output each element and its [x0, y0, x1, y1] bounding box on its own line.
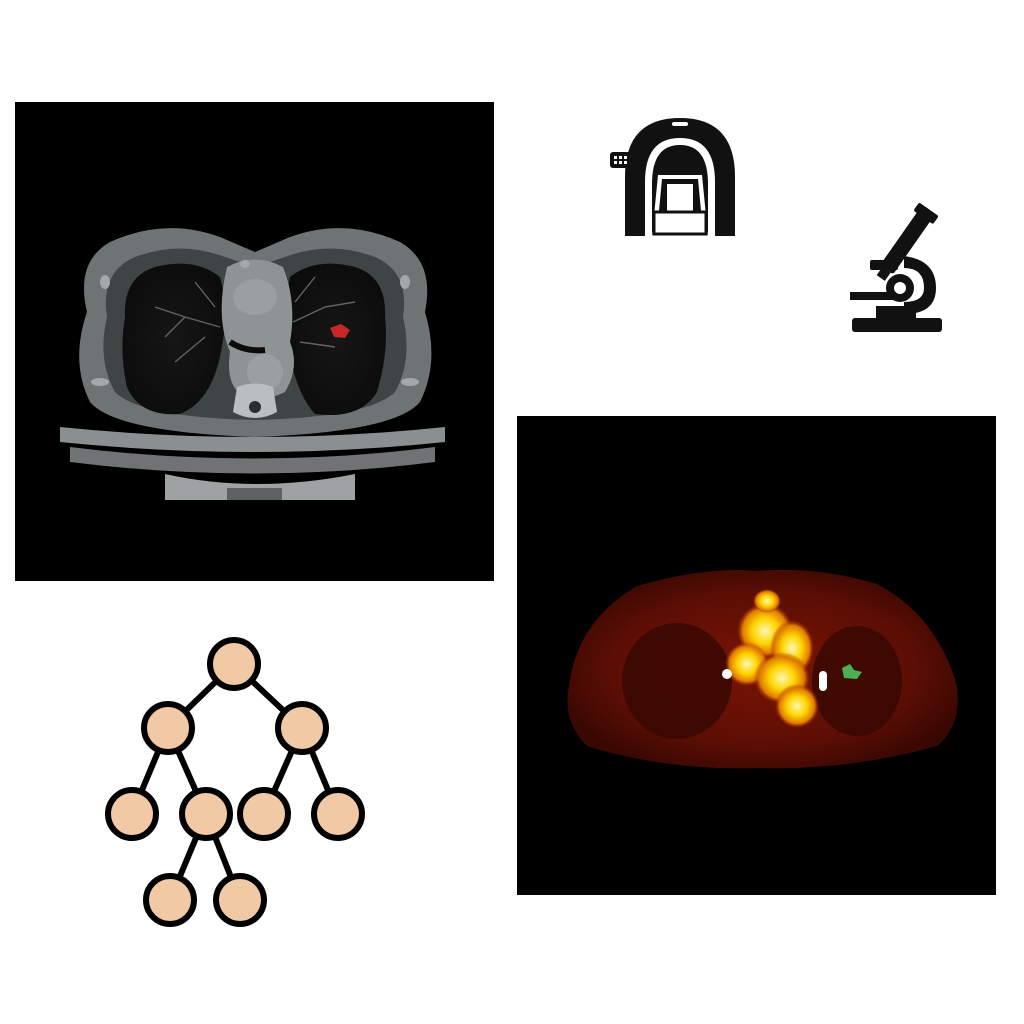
- ct-bronchus: [228, 339, 266, 354]
- pet-scan-image: [517, 416, 996, 895]
- ct-table-base: [165, 474, 355, 500]
- pet-right-lung: [622, 623, 732, 739]
- tree-node: [213, 873, 267, 927]
- ct-table-slot: [227, 488, 282, 500]
- ct-ribs: [91, 260, 419, 386]
- ct-scanner-icon: [608, 112, 738, 240]
- pet-axial-slice: [567, 569, 958, 769]
- pet-mediastinal-uptake: [725, 589, 819, 728]
- ct-spinal-canal: [249, 401, 261, 413]
- tree-node: [179, 787, 233, 841]
- tree-node: [105, 787, 159, 841]
- ct-left-lung: [285, 263, 386, 416]
- ct-aorta: [247, 354, 283, 390]
- microscope-icon: [848, 202, 944, 334]
- ct-table-arc-lower: [70, 447, 435, 474]
- ct-right-lung: [122, 263, 225, 415]
- ct-axial-slice: [60, 228, 445, 500]
- ct-table-arc: [60, 427, 445, 452]
- ct-lesion-marker: [330, 324, 350, 338]
- tree-node: [141, 701, 195, 755]
- tree-node: [143, 873, 197, 927]
- pet-hotspot-bright: [819, 671, 827, 691]
- pet-hotspot: [722, 669, 732, 679]
- tree-node: [237, 787, 291, 841]
- decision-tree-icon: [100, 630, 370, 930]
- pet-lesion-marker: [842, 664, 862, 679]
- pet-left-lung: [812, 626, 902, 736]
- tree-node: [311, 787, 365, 841]
- ct-vessel-branches: [154, 276, 356, 363]
- ct-vertebra: [233, 383, 277, 418]
- tree-node: [207, 637, 261, 691]
- ct-great-vessels: [233, 279, 277, 315]
- tree-node: [275, 701, 329, 755]
- ct-scan-image: [15, 102, 494, 581]
